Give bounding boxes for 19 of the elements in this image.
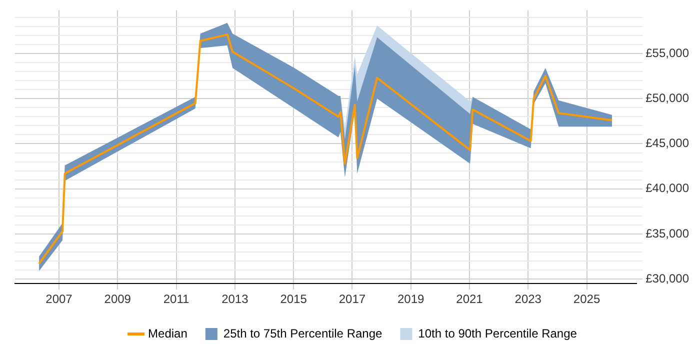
x-tick-label: 2015 — [280, 292, 308, 306]
x-tick-label: 2025 — [573, 292, 600, 306]
y-tick-label: £55,000 — [646, 46, 690, 60]
legend-label: 10th to 90th Percentile Range — [418, 326, 578, 340]
x-tick-label: 2011 — [163, 292, 190, 306]
y-tick-label: £45,000 — [646, 136, 690, 150]
y-tick-label: £35,000 — [646, 226, 690, 240]
legend-label: 25th to 75th Percentile Range — [223, 326, 383, 340]
x-tick-label: 2019 — [397, 292, 425, 306]
x-tick-label: 2009 — [104, 292, 132, 306]
x-tick-label: 2007 — [46, 292, 73, 306]
x-tick-label: 2021 — [456, 292, 484, 306]
x-tick-label: 2013 — [222, 292, 249, 306]
x-tick-label: 2023 — [514, 292, 542, 306]
y-tick-label: £40,000 — [646, 181, 690, 196]
y-tick-label: £30,000 — [646, 271, 690, 286]
y-tick-label: £50,000 — [646, 90, 690, 105]
legend-label: Median — [148, 326, 188, 340]
x-tick-label: 2017 — [338, 292, 366, 306]
